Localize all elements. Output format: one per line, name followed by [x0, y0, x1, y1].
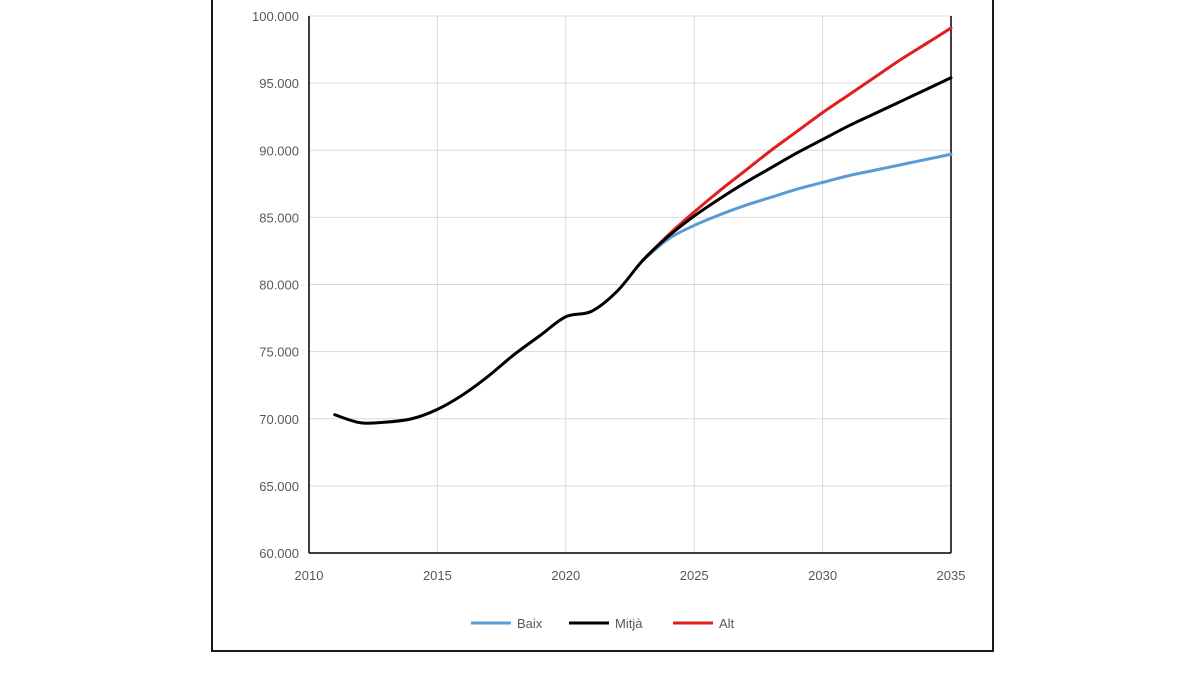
series-layer — [333, 26, 953, 425]
y-tick-label: 65.000 — [259, 479, 299, 494]
x-tick-label: 2030 — [808, 568, 837, 583]
y-tick-label: 70.000 — [259, 412, 299, 427]
grid-layer — [309, 15, 952, 553]
x-tick-label: 2020 — [551, 568, 580, 583]
legend-label-mitja: Mitjà — [615, 616, 643, 631]
y-tick-label: 75.000 — [259, 345, 299, 360]
legend-label-alt: Alt — [719, 616, 735, 631]
y-tick-label: 80.000 — [259, 278, 299, 293]
x-tick-label: 2015 — [423, 568, 452, 583]
y-tick-label: 100.000 — [252, 9, 299, 24]
line-chart: 60.000 65.000 70.000 75.000 80.000 85.000 90.0… — [252, 9, 965, 631]
series-line-alt — [641, 26, 953, 262]
y-tick-label: 95.000 — [259, 76, 299, 91]
x-tick-label: 2035 — [937, 568, 966, 583]
series-line-mitja — [333, 76, 953, 425]
y-tick-label: 60.000 — [259, 546, 299, 561]
x-tick-label: 2010 — [295, 568, 324, 583]
y-tick-label: 85.000 — [259, 210, 299, 225]
series-line-baix — [641, 152, 953, 262]
y-tick-label: 90.000 — [259, 143, 299, 158]
legend: Baix Mitjà Alt — [471, 616, 735, 631]
x-tick-label: 2025 — [680, 568, 709, 583]
chart-frame: 60.000 65.000 70.000 75.000 80.000 85.000 90.0… — [211, 0, 994, 652]
legend-label-baix: Baix — [517, 616, 543, 631]
axis-layer: 60.000 65.000 70.000 75.000 80.000 85.000 90.0… — [252, 9, 965, 583]
